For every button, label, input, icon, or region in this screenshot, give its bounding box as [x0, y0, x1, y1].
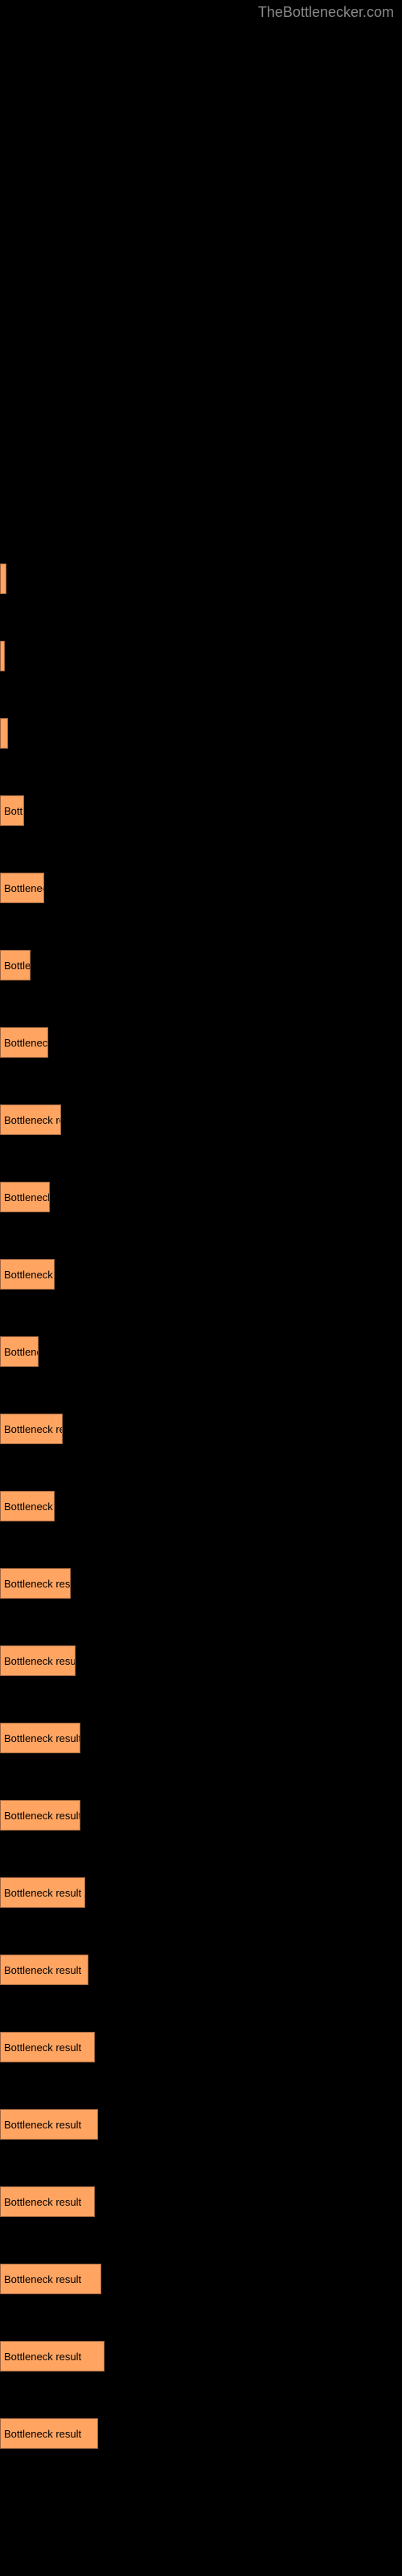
bar: Bottleneck result	[0, 1955, 88, 1985]
bar-row: Bottleneck resu	[0, 1104, 402, 1135]
bar-row	[0, 718, 402, 749]
bar: Bottleneck re	[0, 1259, 55, 1290]
watermark-text: TheBottlenecker.com	[258, 4, 394, 21]
bar: Bottleneck result	[0, 1800, 80, 1831]
bar: Bottleneck result	[0, 2264, 101, 2294]
bar-row: Bottleneck result	[0, 1877, 402, 1908]
bar	[0, 564, 6, 594]
bar: Bottleneck re	[0, 1491, 55, 1521]
bar-row: Bottleneck resu	[0, 1414, 402, 1444]
bar-row: Bottle	[0, 795, 402, 826]
bar-chart: Bottle Bottleneck Bottlen Bottleneck r Bottl…	[0, 0, 402, 2536]
bar	[0, 641, 5, 671]
bar-row: Bottleneck result	[0, 1800, 402, 1831]
bar: Bottleneck result	[0, 1723, 80, 1753]
bar: Bottleneck result	[0, 2341, 105, 2372]
bar: Bottlenec	[0, 1336, 39, 1367]
bar-row: Bottleneck r	[0, 1027, 402, 1058]
bar-row: Bottleneck result	[0, 1645, 402, 1676]
bar: Bottleneck resu	[0, 1414, 63, 1444]
bar-row: Bottleneck result	[0, 2109, 402, 2140]
bar: Bottleneck r	[0, 1027, 48, 1058]
bar-row: Bottlenec	[0, 1336, 402, 1367]
bar-row: Bottleneck result	[0, 1723, 402, 1753]
bar: Bottleneck result	[0, 2032, 95, 2062]
bar: Bottleneck result	[0, 2109, 98, 2140]
bar: Bottleneck result	[0, 2186, 95, 2217]
bar-row: Bottlen	[0, 950, 402, 980]
bar-row: Bottleneck r	[0, 1182, 402, 1212]
bar: Bottlen	[0, 950, 31, 980]
bar-row: Bottleneck result	[0, 2264, 402, 2294]
bar: Bottle	[0, 795, 24, 826]
bar: Bottleneck r	[0, 1182, 50, 1212]
bar-row: Bottleneck	[0, 873, 402, 903]
bar-row: Bottleneck result	[0, 2341, 402, 2372]
bar	[0, 718, 8, 749]
bar-row	[0, 641, 402, 671]
bar: Bottleneck result	[0, 1877, 85, 1908]
bar-row: Bottleneck result	[0, 1955, 402, 1985]
bar: Bottleneck	[0, 873, 44, 903]
bar: Bottleneck result	[0, 2418, 98, 2449]
bar-row: Bottleneck re	[0, 1259, 402, 1290]
bar-row: Bottleneck result	[0, 2032, 402, 2062]
bar: Bottleneck result	[0, 1645, 76, 1676]
bar-row	[0, 564, 402, 594]
bar-row: Bottleneck re	[0, 1491, 402, 1521]
bar-row: Bottleneck result	[0, 1568, 402, 1599]
bar-row: Bottleneck result	[0, 2418, 402, 2449]
bar: Bottleneck resu	[0, 1104, 61, 1135]
bar-row: Bottleneck result	[0, 2186, 402, 2217]
bar: Bottleneck result	[0, 1568, 71, 1599]
